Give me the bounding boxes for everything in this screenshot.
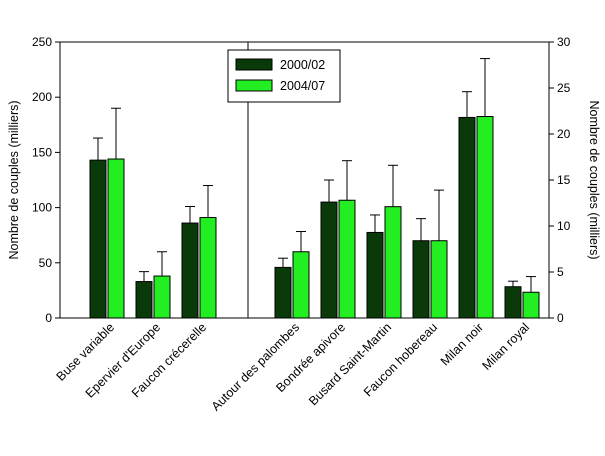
left-tick-label-0: 0 bbox=[45, 311, 52, 325]
left-tick-label-4: 200 bbox=[32, 90, 52, 104]
right-bar-3-2004 bbox=[430, 240, 448, 319]
right-bar-5-2000 bbox=[504, 286, 522, 319]
left-tick-label-3: 150 bbox=[32, 145, 52, 159]
legend: 2000/02 2004/07 bbox=[227, 49, 341, 103]
right-category-label-2: Busard Saint-Martin bbox=[306, 320, 394, 408]
left-bar-0-2000 bbox=[89, 159, 107, 319]
legend-label-2000: 2000/02 bbox=[280, 58, 325, 72]
right-category-label-4: Milan noir bbox=[438, 320, 486, 368]
legend-swatch-2000 bbox=[235, 58, 273, 71]
right-bar-1-2000 bbox=[320, 201, 338, 319]
right-bar-2-2000 bbox=[366, 231, 384, 319]
right-bar-0-2004 bbox=[292, 251, 310, 319]
right-tick-label-5: 25 bbox=[557, 81, 571, 95]
right-tick-label-4: 20 bbox=[557, 127, 571, 141]
error-bars-layer bbox=[93, 58, 536, 293]
right-tick-label-3: 15 bbox=[557, 173, 571, 187]
right-tick-label-6: 30 bbox=[557, 35, 571, 49]
axes-layer: 0 50 100 150 200 250 0 5 10 15 20 25 30 bbox=[32, 35, 571, 325]
right-bar-4-2000 bbox=[458, 116, 476, 319]
left-tick-label-5: 250 bbox=[32, 35, 52, 49]
right-bar-1-2004 bbox=[338, 199, 356, 319]
right-category-label-0: Autour des palombes bbox=[209, 320, 302, 413]
right-bar-3-2000 bbox=[412, 240, 430, 319]
right-category-label-5: Milan royal bbox=[479, 320, 532, 373]
right-bar-4-2004 bbox=[476, 116, 494, 319]
bars-layer bbox=[89, 116, 540, 319]
left-tick-label-1: 50 bbox=[39, 256, 53, 270]
right-bar-2-2004 bbox=[384, 206, 402, 319]
left-bar-2-2004 bbox=[199, 217, 217, 319]
legend-swatch-2004 bbox=[235, 79, 273, 92]
left-bar-1-2004 bbox=[153, 275, 171, 319]
right-bar-0-2000 bbox=[274, 266, 292, 319]
left-tick-label-2: 100 bbox=[32, 201, 52, 215]
left-bar-1-2000 bbox=[135, 281, 153, 319]
right-bar-5-2004 bbox=[522, 291, 540, 319]
left-bar-0-2004 bbox=[107, 158, 125, 319]
right-tick-label-0: 0 bbox=[557, 311, 564, 325]
left-bar-2-2000 bbox=[181, 222, 199, 319]
right-tick-label-1: 5 bbox=[557, 265, 564, 279]
right-y-axis-title: Nombre de couples (milliers) bbox=[587, 100, 601, 259]
legend-label-2004: 2004/07 bbox=[280, 79, 325, 93]
left-y-axis-title: Nombre de couples (milliers) bbox=[7, 100, 21, 259]
right-tick-label-2: 10 bbox=[557, 219, 571, 233]
